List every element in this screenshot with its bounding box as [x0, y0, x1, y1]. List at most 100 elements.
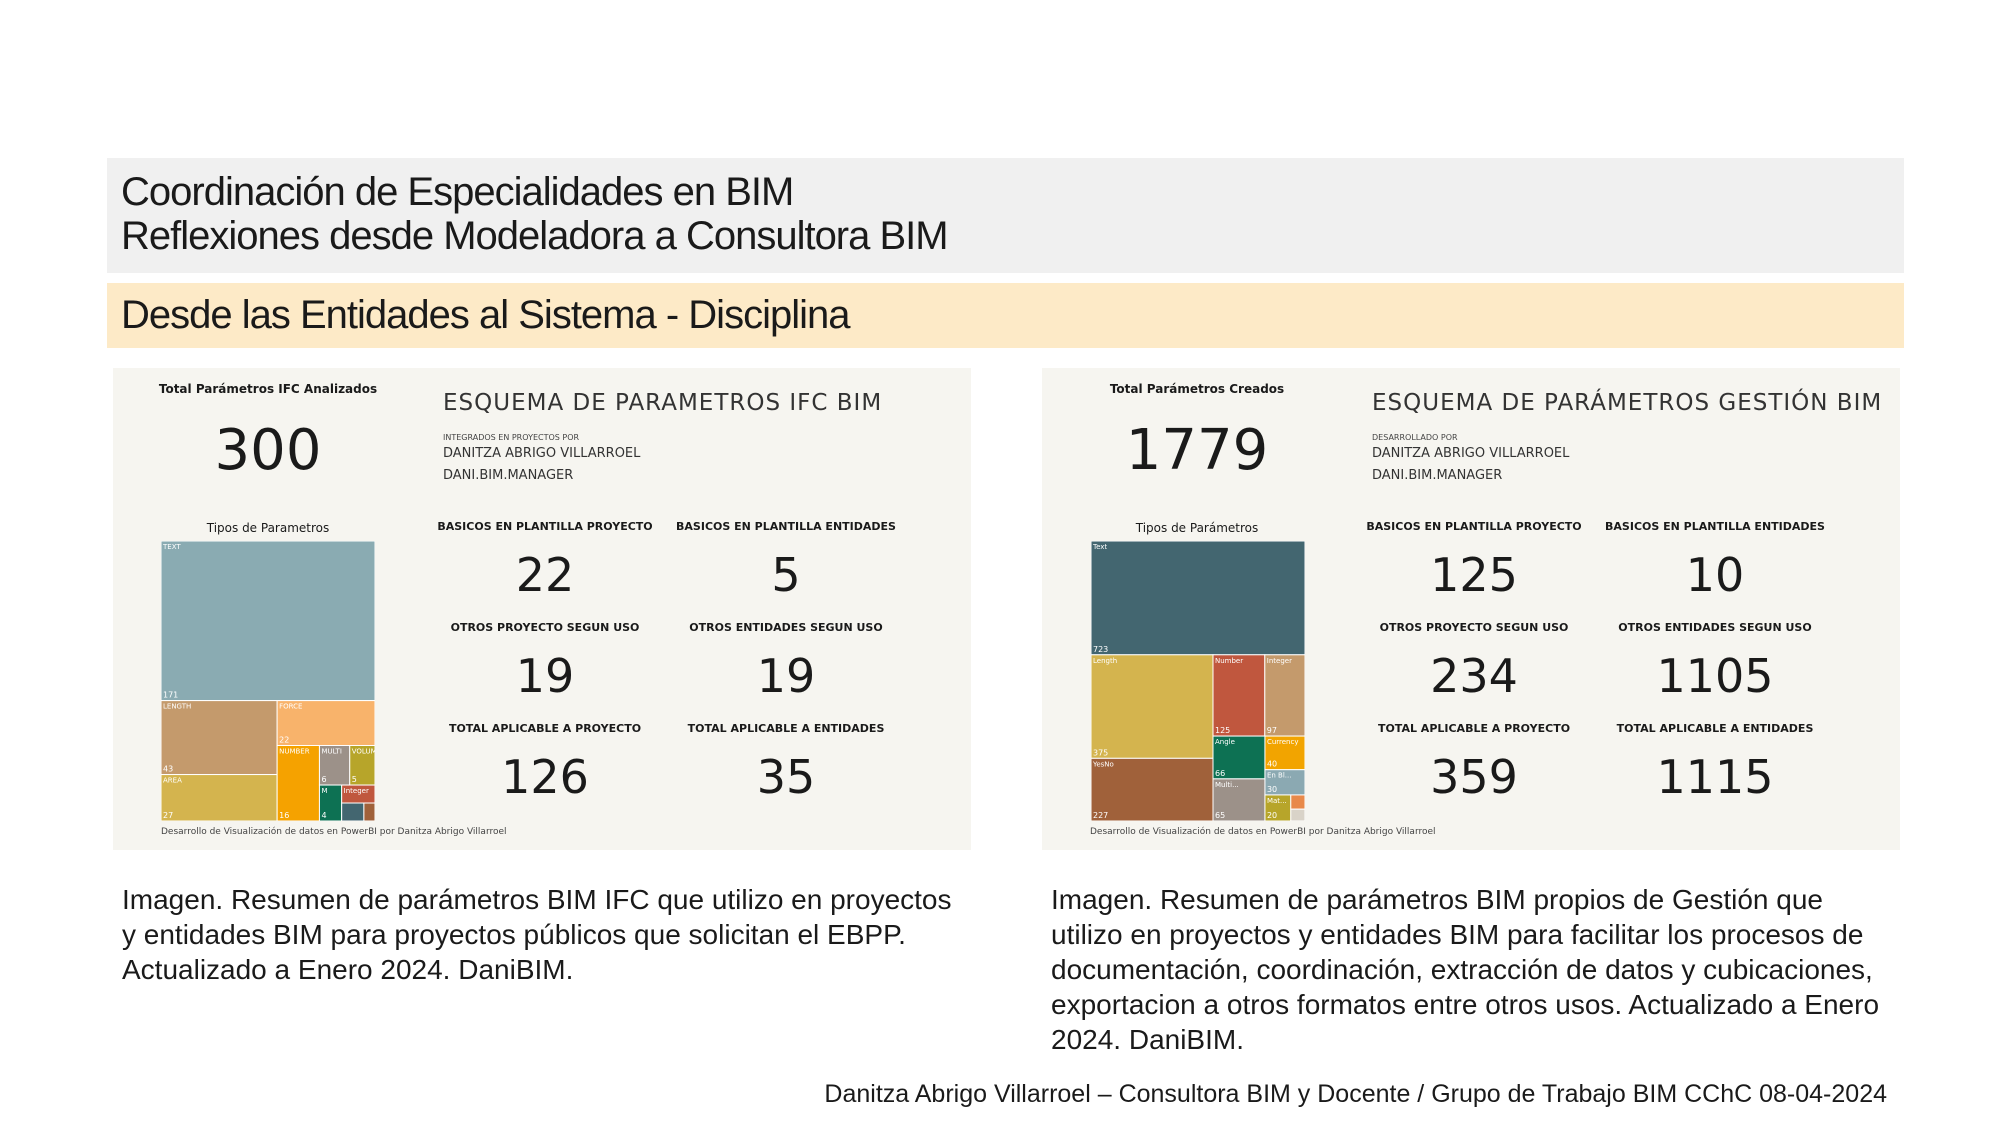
- treemap-cell: [276, 700, 375, 746]
- kpi-value: 5: [771, 548, 801, 602]
- kpi-value: 359: [1430, 750, 1518, 804]
- total-label: Total Parámetros Creados: [1109, 382, 1285, 396]
- kpi-label: TOTAL APLICABLE A PROYECTO: [448, 722, 642, 735]
- credit: Desarrollo de Visualización de datos en …: [1090, 827, 1436, 837]
- section-band: Desde las Entidades al Sistema - Discipl…: [107, 283, 1904, 348]
- cell-value: 30: [1267, 785, 1277, 794]
- cell-value: 375: [1093, 748, 1108, 757]
- cell-value: 22: [279, 735, 289, 744]
- treemap-cell: [1212, 778, 1266, 821]
- kpi-label: TOTAL APLICABLE A ENTIDADES: [1616, 722, 1814, 735]
- treemap-cell: [276, 744, 320, 821]
- cell-value: 97: [1267, 726, 1277, 735]
- cell-value: 16: [279, 811, 289, 820]
- treemap-cell: [1290, 794, 1305, 810]
- treemap-cell: [349, 744, 375, 786]
- cell-name: LENGTH: [163, 703, 191, 711]
- author: DANITZA ABRIGO VILLARROEL: [1372, 446, 1570, 461]
- cell-name: Multi...: [1215, 781, 1239, 789]
- total-value: 300: [214, 418, 322, 483]
- treemap-cell: [1212, 654, 1266, 737]
- panel-title: ESQUEMA DE PARÁMETROS GESTIÓN BIM: [1372, 390, 1883, 416]
- cell-value: 40: [1267, 760, 1277, 769]
- cell-name: NUMBER: [279, 747, 310, 755]
- cell-name: YesNo: [1092, 760, 1114, 768]
- cell-name: VOLUME: [352, 747, 375, 755]
- cell-value: 6: [321, 775, 326, 784]
- cell-value: 65: [1215, 811, 1225, 820]
- dashboard-panel: Total Parámetros Creados 1779 ESQUEMA DE P…: [1042, 368, 1900, 850]
- caption: Imagen. Resumen de parámetros BIM propio…: [1051, 884, 1880, 1055]
- kpi-value: 1115: [1656, 750, 1774, 804]
- kpi-label: TOTAL APLICABLE A PROYECTO: [1377, 722, 1571, 735]
- panel-subtitle: DESARROLLADO POR: [1372, 433, 1458, 442]
- cell-value: 43: [163, 765, 173, 774]
- treemap-cell: [341, 802, 365, 821]
- section-title: Desde las Entidades al Sistema - Discipl…: [121, 293, 850, 337]
- cell-name: Currency: [1267, 738, 1299, 746]
- cell-name: En Bl...: [1267, 772, 1292, 780]
- kpi-label: BASICOS EN PLANTILLA ENTIDADES: [1605, 520, 1825, 533]
- treemap-title: Tipos de Parámetros: [1135, 521, 1259, 535]
- cell-value: 27: [163, 811, 173, 820]
- treemap-title: Tipos de Parametros: [206, 521, 330, 535]
- title-band: Coordinación de Especialidades en BIM Re…: [107, 158, 1904, 273]
- cell-value: 20: [1267, 811, 1277, 820]
- cell-name: Mat...: [1267, 797, 1287, 805]
- panel-title: ESQUEMA DE PARAMETROS IFC BIM: [443, 390, 883, 416]
- cell-name: Length: [1093, 657, 1117, 665]
- treemap-cell: [363, 802, 375, 821]
- footer: Danitza Abrigo Villarroel – Consultora B…: [824, 1080, 1887, 1108]
- kpi-value: 19: [756, 649, 816, 703]
- kpi-label: BASICOS EN PLANTILLA PROYECTO: [437, 520, 653, 533]
- kpi-label: OTROS ENTIDADES SEGUN USO: [1618, 621, 1812, 634]
- treemap-cell: [1264, 654, 1305, 737]
- treemap: Text 723 Length 375 YesNo 227 Number 125 Integer…: [1091, 541, 1305, 821]
- author: DANI.BIM.MANAGER: [1372, 468, 1503, 483]
- kpi-value: 234: [1430, 649, 1518, 703]
- total-label: Total Parámetros IFC Analizados: [158, 382, 378, 396]
- kpi-value: 10: [1685, 548, 1745, 602]
- cell-name: M: [321, 787, 327, 795]
- kpi-value: 35: [756, 750, 816, 804]
- kpi-value: 126: [501, 750, 589, 804]
- cell-name: Integer: [344, 787, 369, 795]
- panel-subtitle: INTEGRADOS EN PROYECTOS POR: [443, 433, 580, 442]
- cell-name: MULTI: [321, 747, 341, 755]
- kpi-label: TOTAL APLICABLE A ENTIDADES: [687, 722, 885, 735]
- kpi-label: OTROS ENTIDADES SEGUN USO: [689, 621, 883, 634]
- cell-value: 4: [321, 811, 326, 820]
- treemap-cell: [161, 541, 375, 702]
- total-value: 1779: [1125, 418, 1269, 483]
- cell-value: 125: [1215, 726, 1230, 735]
- kpi-value: 19: [515, 649, 575, 703]
- author: DANITZA ABRIGO VILLARROEL: [443, 446, 641, 461]
- kpi-value: 125: [1430, 548, 1518, 602]
- kpi-label: OTROS PROYECTO SEGUN USO: [1379, 621, 1569, 634]
- cell-value: 171: [163, 691, 178, 700]
- cell-name: FORCE: [279, 703, 302, 711]
- cell-name: Integer: [1267, 657, 1292, 665]
- cell-value: 5: [352, 775, 357, 784]
- cell-name: Angle: [1215, 738, 1235, 746]
- credit: Desarrollo de Visualización de datos en …: [161, 827, 507, 837]
- cell-name: TEXT: [162, 543, 181, 551]
- kpi-label: BASICOS EN PLANTILLA ENTIDADES: [676, 520, 896, 533]
- cell-value: 227: [1093, 811, 1108, 820]
- author: DANI.BIM.MANAGER: [443, 468, 574, 483]
- cell-value: 66: [1215, 769, 1225, 778]
- kpi-value: 1105: [1656, 649, 1774, 703]
- cell-name: AREA: [163, 777, 182, 785]
- treemap-cell: [1091, 541, 1305, 656]
- treemap-cell: [1290, 808, 1305, 821]
- kpi-label: OTROS PROYECTO SEGUN USO: [450, 621, 640, 634]
- kpi-value: 22: [515, 548, 575, 602]
- treemap-cell: [1091, 654, 1214, 759]
- caption: Imagen. Resumen de parámetros BIM IFC qu…: [122, 884, 952, 985]
- title-line: Reflexiones desde Modeladora a Consultor…: [121, 214, 949, 258]
- title-line: Coordinación de Especialidades en BIM: [121, 170, 794, 214]
- cell-name: Text: [1092, 543, 1107, 551]
- cell-name: Number: [1215, 657, 1243, 665]
- kpi-label: BASICOS EN PLANTILLA PROYECTO: [1366, 520, 1582, 533]
